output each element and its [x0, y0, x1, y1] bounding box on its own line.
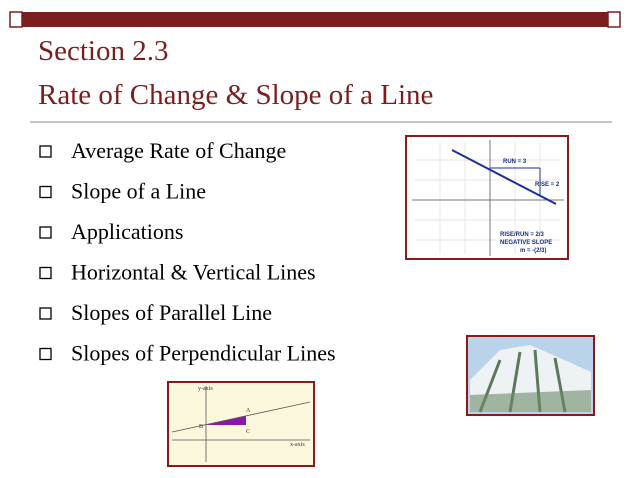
bullet-text: Slope of a Line — [71, 179, 206, 204]
figure-label: y-axis — [198, 386, 213, 392]
bullet-marker — [39, 347, 52, 361]
figure-label: x-axis — [290, 442, 305, 448]
bullet-text: Applications — [71, 219, 183, 244]
ski-photo — [466, 335, 595, 416]
figure-label: NEGATIVE SLOPE — [500, 240, 552, 246]
ski-trails — [478, 349, 567, 413]
bullet-marker — [39, 307, 52, 320]
figure-label: A — [246, 408, 251, 414]
bullet-text: Average Rate of Change — [71, 138, 286, 163]
figure-label: RISE = 2 — [535, 182, 560, 188]
figure-label: C — [246, 429, 250, 435]
slope-figure: RUN = 3 RISE = 2 RISE/RUN = 2/3 NEGATIVE… — [405, 135, 569, 260]
bullet-text: Slopes of Parallel Line — [71, 300, 272, 325]
bullet-marker — [39, 145, 52, 158]
figure-grid — [415, 142, 560, 254]
triangle-figure: y-axis x-axis A B C — [167, 381, 315, 467]
line — [171, 401, 311, 433]
title-line: Section 2.3 — [38, 35, 169, 67]
figure-label: m = -(2/3) — [520, 248, 547, 254]
bullet-list: Average Rate of Change Slope of a Line App… — [39, 138, 336, 366]
slope-line — [451, 149, 557, 205]
bullet-marker — [39, 226, 52, 239]
slope-triangle — [206, 416, 246, 425]
figure-label: B — [199, 424, 203, 430]
figure-frame — [405, 135, 569, 260]
bullet-text: Horizontal & Vertical Lines — [71, 260, 316, 285]
figure-label: RUN = 3 — [503, 159, 527, 165]
trees — [470, 390, 591, 412]
bar-square — [9, 11, 23, 28]
top-bar — [22, 12, 608, 27]
title-line: Rate of Change & Slope of a Line — [38, 79, 433, 111]
figure-label: RISE/RUN = 2/3 — [500, 232, 545, 238]
bar-square — [607, 11, 621, 28]
bullet-marker — [39, 266, 52, 280]
bullet-marker — [39, 185, 52, 199]
bullet-text: Slopes of Perpendicular Lines — [71, 341, 336, 366]
